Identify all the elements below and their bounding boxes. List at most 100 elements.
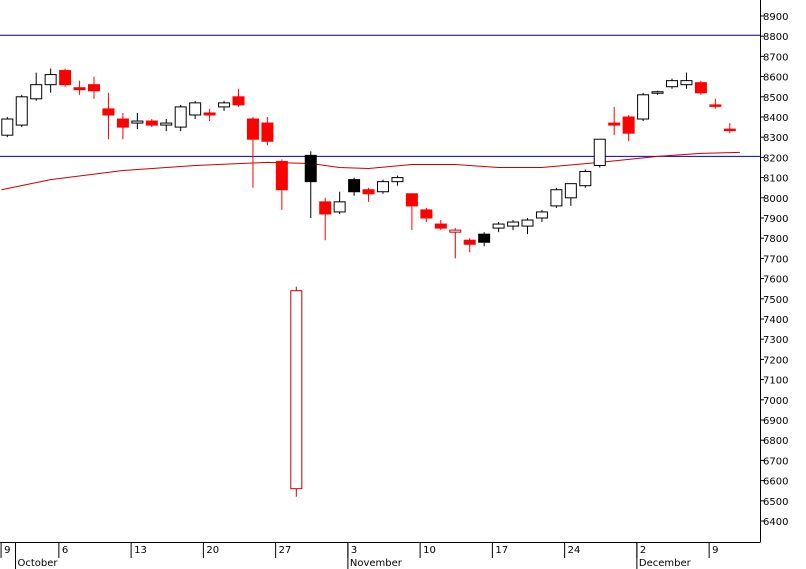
candle (319, 197, 332, 241)
month-label: December (639, 558, 692, 569)
moving-average-layer (1, 151, 740, 191)
candle-body (348, 179, 361, 193)
x-tick-label: 17 (495, 545, 508, 556)
candle-body (593, 138, 606, 166)
candle (174, 104, 187, 132)
x-tick-label: 27 (279, 545, 292, 556)
month-label: November (350, 558, 403, 569)
y-tick-label: 6500 (763, 497, 788, 508)
candle (449, 228, 462, 259)
candle (622, 114, 635, 142)
candle-body (478, 233, 491, 243)
candle (680, 72, 693, 89)
y-tick-label: 7700 (763, 254, 788, 265)
candle-body (304, 154, 317, 183)
y-tick-label: 8200 (763, 153, 788, 164)
candle (275, 159, 288, 210)
candles-layer (1, 68, 736, 497)
candle (564, 183, 577, 206)
candle (131, 112, 144, 130)
candle-body (319, 201, 332, 215)
y-tick-label: 8800 (763, 32, 788, 43)
candle (608, 106, 621, 136)
x-tick-label: 3 (351, 545, 357, 556)
y-tick-label: 8100 (763, 174, 788, 185)
candle (478, 232, 491, 247)
candle-body (88, 84, 100, 92)
candle-body (434, 223, 447, 229)
candle-body (521, 219, 534, 227)
candle-body (709, 104, 722, 107)
candle (348, 177, 361, 196)
candle-body (564, 183, 577, 199)
candle-body (579, 171, 592, 187)
candle (116, 112, 129, 140)
candle (44, 68, 57, 93)
x-tick-label: 13 (134, 545, 147, 556)
y-tick-label: 6400 (763, 517, 788, 528)
candle-body (680, 80, 693, 86)
y-tick-label: 7600 (763, 275, 788, 286)
horizontal-lines (0, 34, 760, 157)
candle-body (405, 193, 418, 207)
candle-body (102, 108, 115, 116)
candle-body (377, 181, 389, 193)
y-tick-label: 6800 (763, 436, 788, 447)
candle (535, 209, 548, 223)
y-tick-label: 8500 (763, 93, 788, 104)
candle-body (15, 96, 28, 126)
x-tick-label: 10 (423, 545, 436, 556)
candle (723, 123, 736, 134)
candle-body (73, 87, 86, 91)
candle-body (189, 102, 202, 116)
candle-body (651, 91, 664, 94)
moving-average-line (1, 151, 740, 191)
candle (377, 179, 389, 194)
y-tick-label: 7800 (763, 234, 788, 245)
candle (15, 94, 28, 128)
candle-body (694, 82, 707, 94)
month-label: October (18, 558, 59, 569)
candle (550, 187, 563, 208)
y-tick-label: 7200 (763, 355, 788, 366)
candle-body (391, 177, 404, 183)
candle-body (666, 80, 678, 88)
candle (651, 90, 664, 95)
candle (203, 108, 216, 122)
candle (694, 80, 707, 95)
candle-body (723, 128, 736, 132)
y-tick-label: 7300 (763, 335, 788, 346)
candle-body (637, 94, 650, 120)
y-tick-label: 7500 (763, 295, 788, 306)
candle-body (507, 221, 520, 227)
candle (434, 220, 447, 231)
candle (73, 80, 86, 95)
y-tick-label: 8600 (763, 73, 788, 84)
y-tick-label: 8000 (763, 194, 788, 205)
candle-body (203, 112, 216, 116)
candle (463, 238, 476, 253)
candle-body (290, 290, 303, 490)
candle (232, 88, 245, 107)
candle (492, 222, 505, 233)
candle (290, 286, 303, 497)
candle (59, 68, 72, 87)
x-ticks: 9 6 13 20 27 3 10 17 24 2 9 October November December (0, 542, 719, 569)
candle-body (463, 239, 476, 245)
candle-body (550, 189, 563, 207)
axes (0, 0, 761, 543)
y-tick-label: 8900 (763, 12, 788, 23)
y-tick-label: 7400 (763, 315, 788, 326)
y-tick-label: 6600 (763, 477, 788, 488)
candle (579, 169, 592, 188)
candle (593, 138, 606, 168)
candle (362, 187, 375, 202)
candle-body (492, 223, 505, 229)
candle (261, 117, 274, 146)
candle (1, 117, 14, 138)
candle-body (131, 120, 144, 124)
y-tick-label: 7000 (763, 396, 788, 407)
y-tick-label: 6700 (763, 456, 788, 467)
candle (88, 76, 100, 99)
